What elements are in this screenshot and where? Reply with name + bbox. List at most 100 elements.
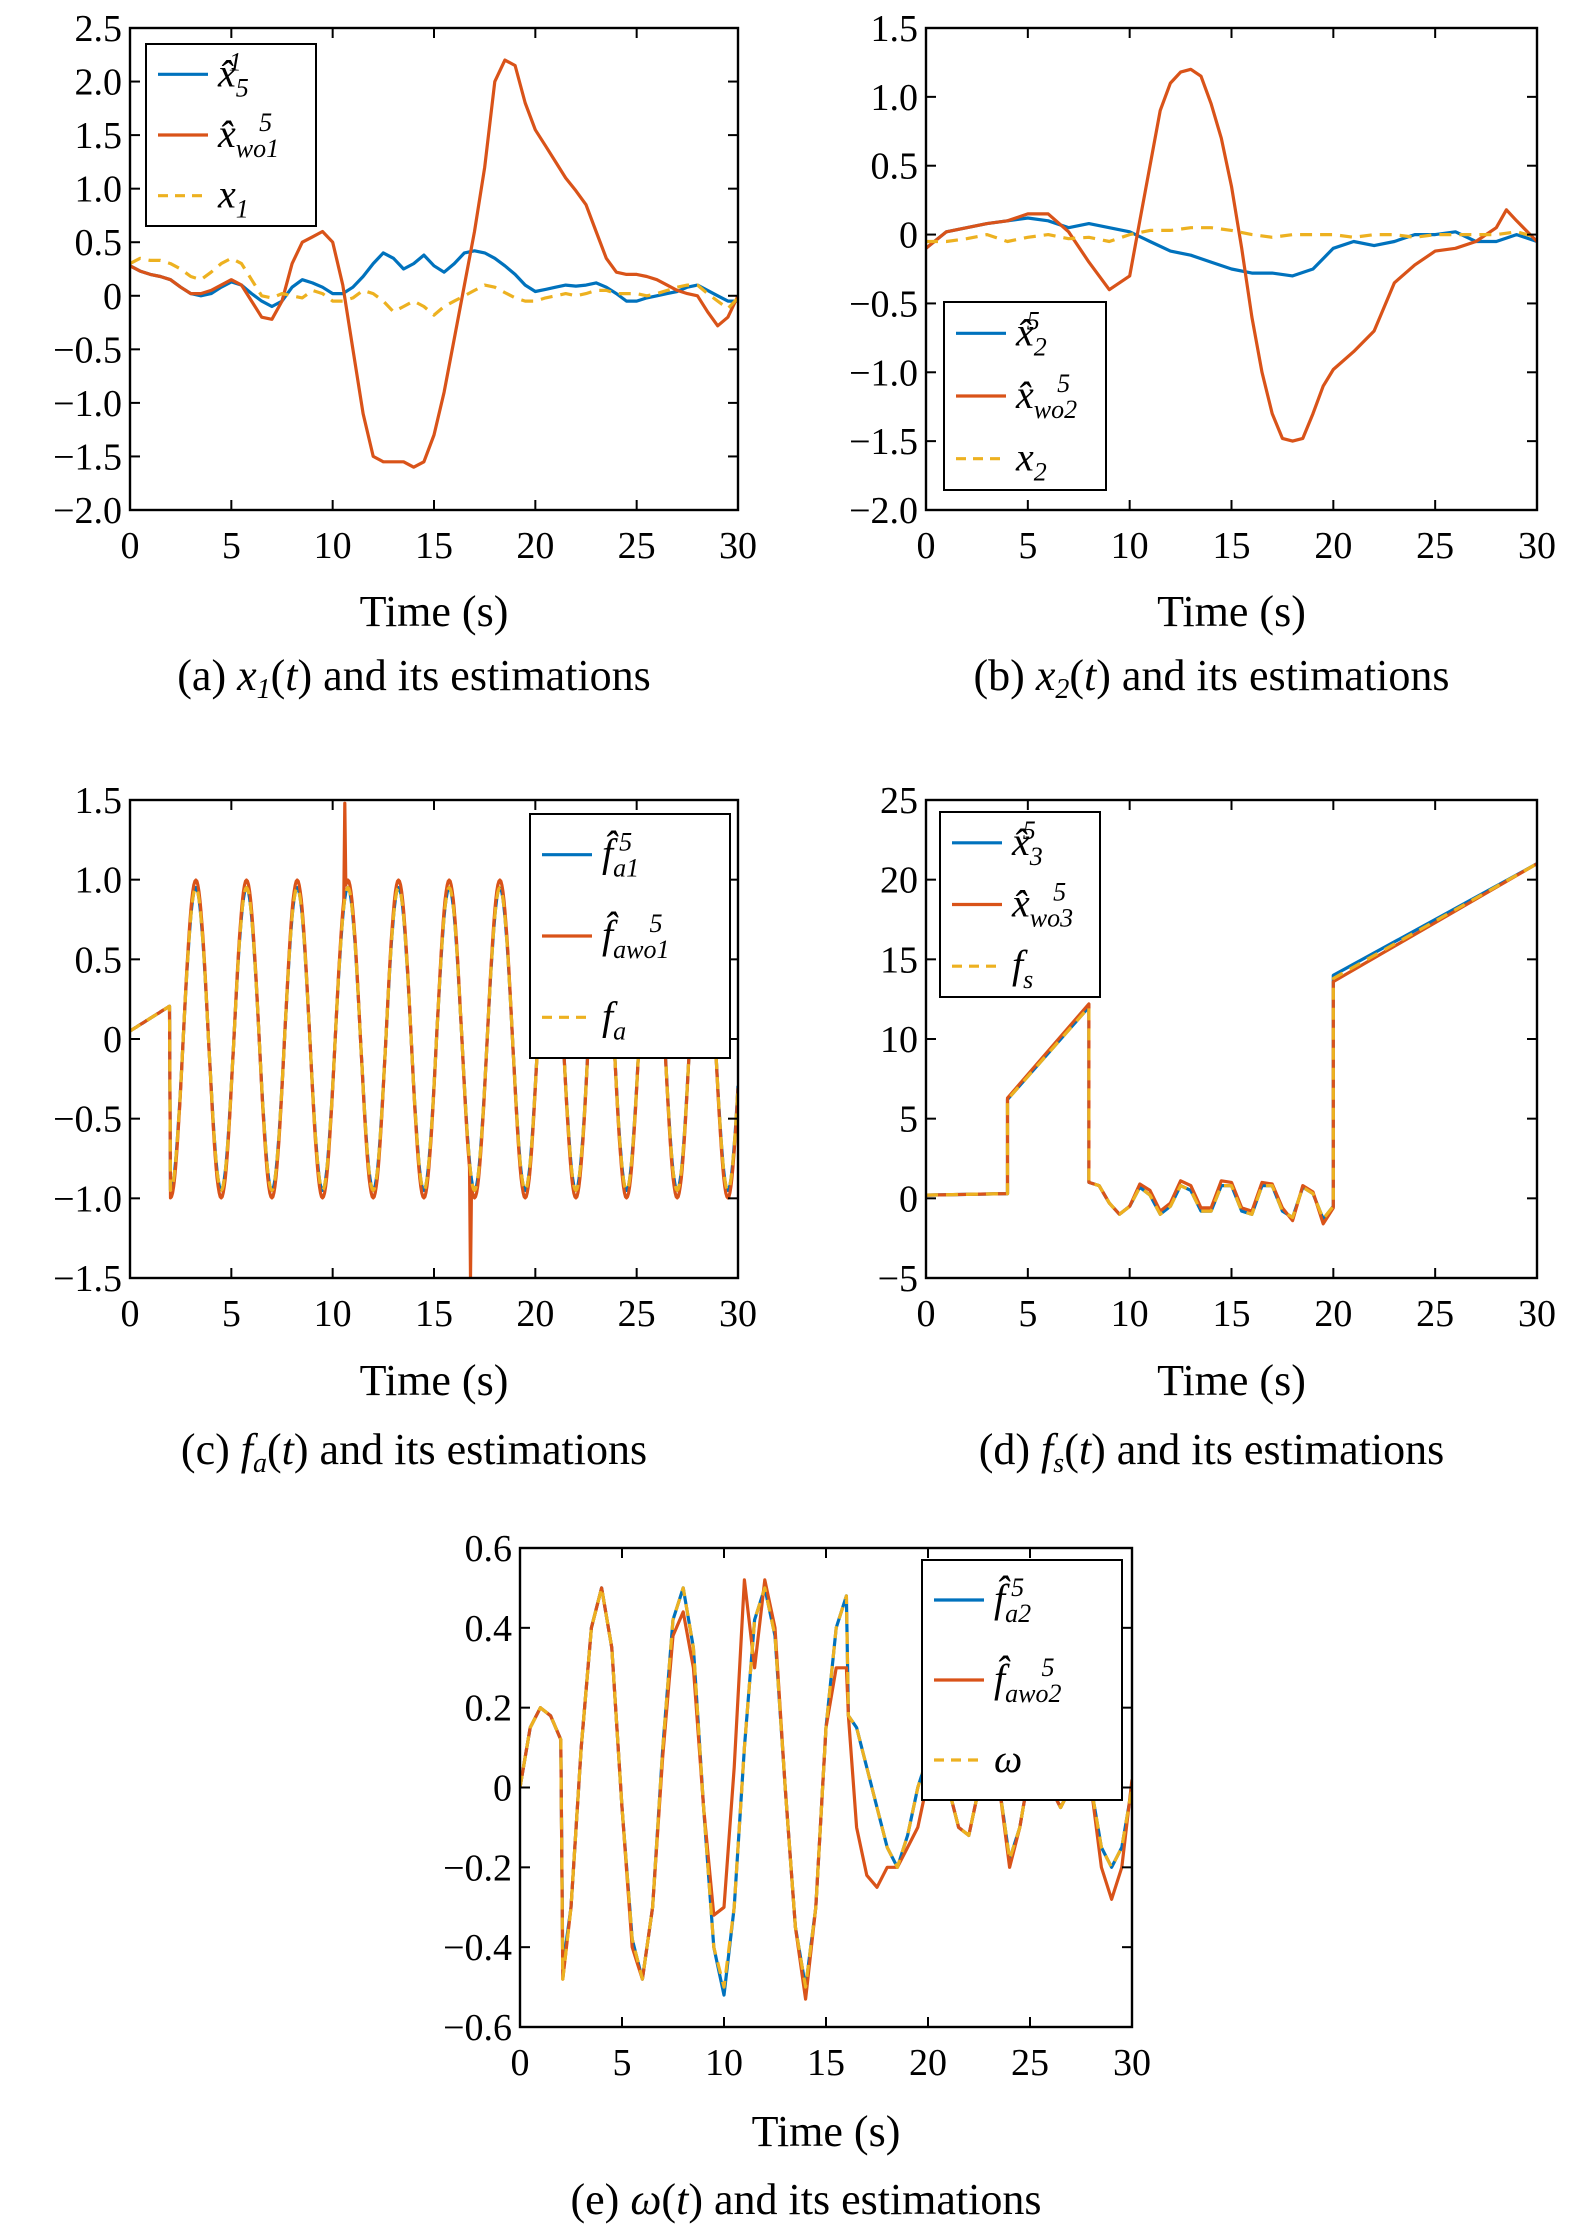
y-tick-label: 2.0 [75,62,123,104]
x-tick-label: 15 [415,1293,453,1335]
y-tick-label: 0 [103,276,122,318]
series-line-3 [926,862,1537,1221]
x-tick-label: 0 [121,525,140,567]
legend: x̂̂51 x̂̂wo15 x1 [145,43,317,227]
y-tick-label: 1.0 [75,169,123,211]
y-tick-label: −5 [878,1258,918,1300]
x-tick-label: 20 [516,1293,554,1335]
x-tick-label: 10 [1111,525,1149,567]
y-tick-label: 1.5 [75,115,123,157]
legend-entry: x1 [217,172,249,224]
y-tick-label: −1.0 [53,383,122,425]
y-tick-label: −0.2 [443,1847,512,1889]
caption: (c) fa(t) and its estimations [181,1425,647,1479]
y-tick-label: 0.5 [871,146,919,188]
x-axis-label: Time (s) [752,2107,901,2156]
legend-entry: f̂̂awo25 [994,1653,1061,1708]
x-tick-label: 15 [807,2042,845,2084]
y-tick-label: 10 [880,1019,918,1061]
series-line-3 [130,886,738,1192]
x-tick-label: 30 [1113,2042,1151,2084]
series-group [130,58,738,469]
x-tick-label: 0 [917,525,936,567]
y-tick-label: −0.6 [443,2007,512,2049]
y-tick-label: 2.5 [75,8,123,50]
y-tick-label: 0 [493,1768,512,1810]
legend-entry: x̂̂wo35 [1011,878,1073,933]
y-tick-label: 0.2 [465,1688,513,1730]
y-tick-label: 1.0 [75,860,123,902]
x-tick-label: 5 [1018,1293,1037,1335]
legend-entry: x2 [1015,435,1047,487]
caption: (b) x2(t) and its estimations [974,651,1450,705]
chart-e: 0 5 10 15 20 25 30 0.6 0.4 0.2 0 −0.2 −0.4 −0.6 Time (… [443,1528,1151,2224]
y-tick-label: −1.0 [53,1178,122,1220]
legend-entry: x̂̂35 [1011,816,1043,871]
y-tick-label: 0.6 [465,1528,513,1570]
y-tick-label: 0.5 [75,222,123,264]
x-tick-label: 15 [1213,1293,1251,1335]
series-line-3 [130,256,738,317]
series-line-2 [130,58,738,469]
x-tick-label: 5 [222,1293,241,1335]
caption: (e) ω(t) and its estimations [571,2175,1042,2224]
legend-entry: x̂̂51 [217,47,249,102]
y-tick-label: 0.4 [465,1608,513,1650]
y-tick-label: 25 [880,780,918,822]
legend-entry: x̂̂25 [1015,306,1047,361]
y-tick-label: 0.5 [75,939,123,981]
series-line-1 [130,249,738,309]
x-tick-label: 15 [1213,525,1251,567]
y-tick-label: 0 [103,1019,122,1061]
x-tick-label: 5 [1018,525,1037,567]
y-tick-label: 20 [880,860,918,902]
y-tick-label: 0 [899,215,918,257]
x-tick-label: 15 [415,525,453,567]
y-tick-label: 1.5 [75,780,123,822]
x-axis-label: Time (s) [1157,587,1306,636]
y-tick-label: 0 [899,1178,918,1220]
x-tick-label: 25 [1416,525,1454,567]
y-tick-label: −2.0 [53,490,122,532]
x-tick-label: 10 [314,525,352,567]
y-tick-label: 1.0 [871,77,919,119]
series-line-3 [926,226,1537,244]
legend-entry: x̂̂wo15 [217,108,279,163]
series-line-1 [926,216,1537,278]
x-tick-label: 30 [719,1293,757,1335]
y-tick-label: 1.5 [871,8,919,50]
x-tick-label: 0 [917,1293,936,1335]
x-tick-label: 10 [705,2042,743,2084]
series-group [926,67,1537,443]
x-tick-label: 25 [618,525,656,567]
chart-b: 0 5 10 15 20 25 30 1.5 1.0 0.5 0 −0.5 −1.0 −1.5 −2.0 Ti… [849,8,1556,705]
x-tick-label: 30 [1518,1293,1556,1335]
series-group [130,801,738,1278]
legend-entry: ω [994,1736,1022,1781]
x-axis-label: Time (s) [1157,1356,1306,1405]
x-tick-label: 25 [1011,2042,1049,2084]
x-tick-label: 5 [222,525,241,567]
x-axis-label: Time (s) [360,587,509,636]
x-tick-label: 10 [314,1293,352,1335]
x-axis-label: Time (s) [360,1356,509,1405]
legend: x̂̂25 x̂̂wo25 x2 [943,301,1107,491]
series-group [926,862,1537,1226]
y-tick-label: −0.5 [53,329,122,371]
series-line-2 [926,67,1537,443]
x-tick-label: 30 [1518,525,1556,567]
x-tick-label: 20 [1314,525,1352,567]
y-tick-label: −0.5 [53,1099,122,1141]
caption: (a) x1(t) and its estimations [177,651,650,705]
x-tick-label: 20 [516,525,554,567]
y-tick-label: −1.5 [53,436,122,478]
x-tick-label: 0 [121,1293,140,1335]
caption: (d) fs(t) and its estimations [979,1425,1445,1479]
x-tick-label: 20 [1314,1293,1352,1335]
y-tick-label: 5 [899,1099,918,1141]
